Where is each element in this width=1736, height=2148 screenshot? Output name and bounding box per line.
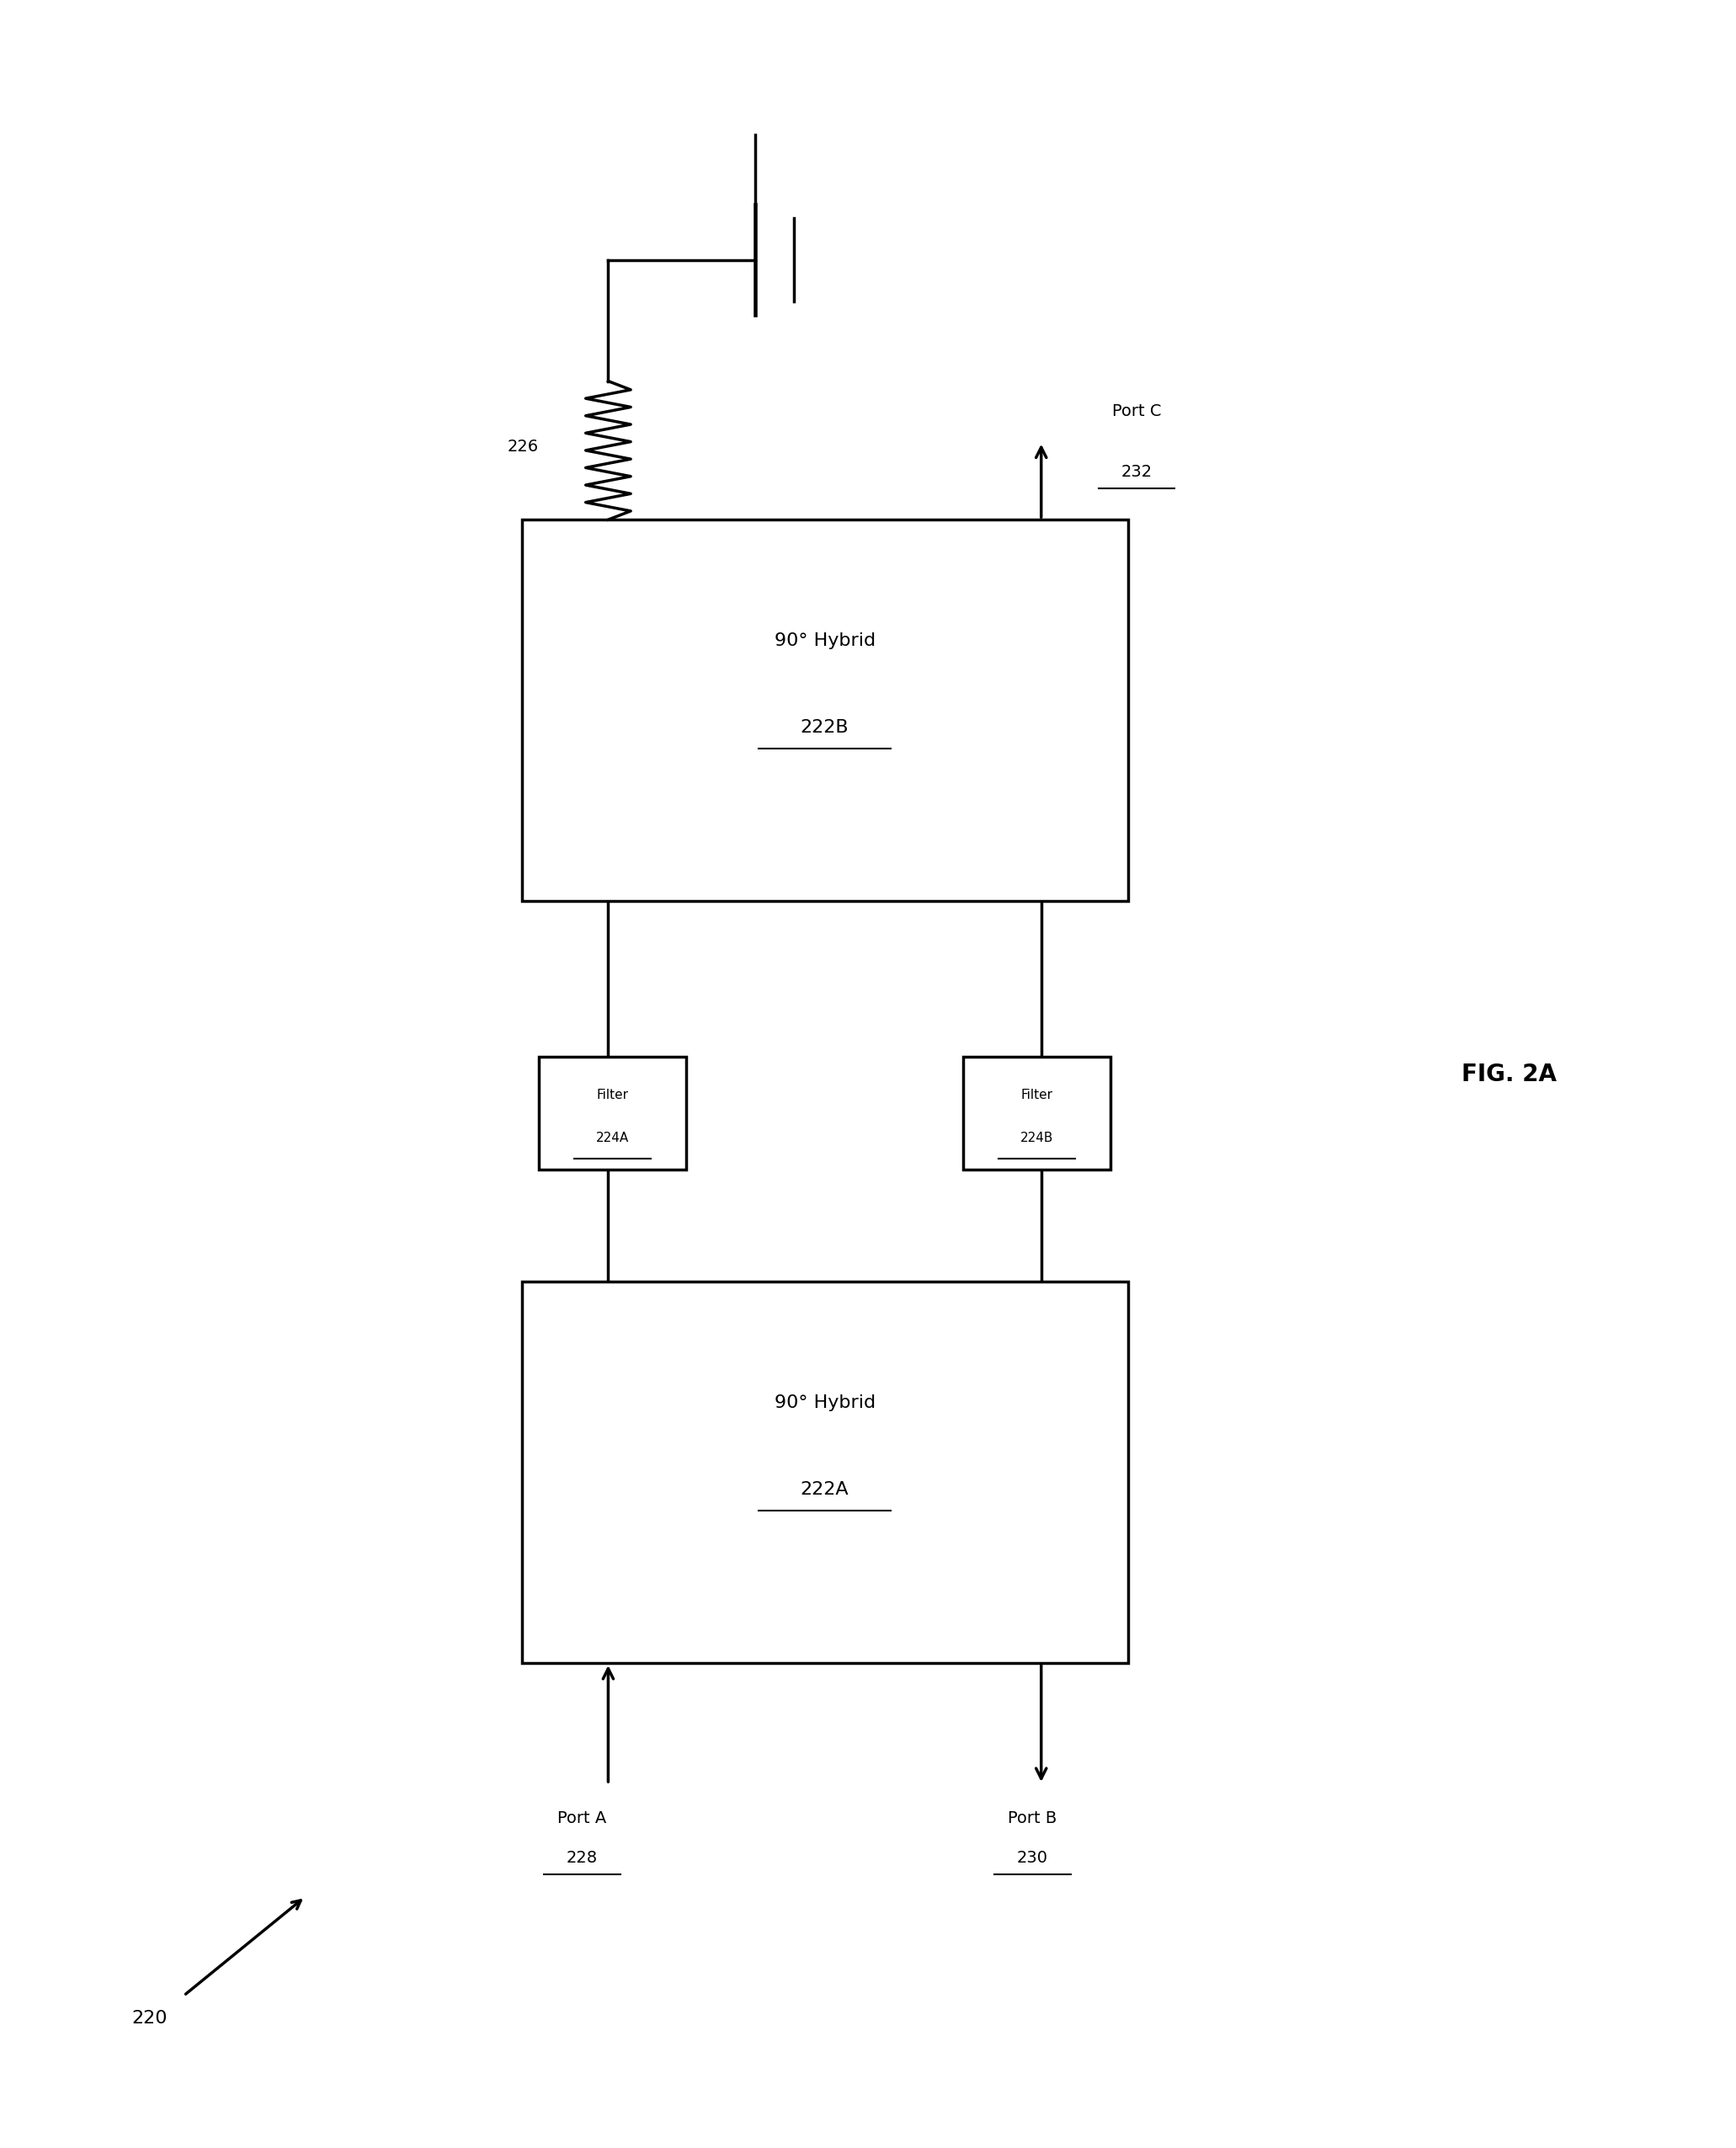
Text: 220: 220 — [132, 2011, 167, 2026]
Text: 230: 230 — [1017, 1849, 1049, 1867]
Text: 90° Hybrid: 90° Hybrid — [774, 1394, 875, 1411]
Text: Port C: Port C — [1111, 404, 1161, 419]
Text: 224B: 224B — [1021, 1132, 1054, 1145]
Text: 222A: 222A — [800, 1482, 849, 1497]
Bar — [538, 1057, 686, 1169]
Text: 90° Hybrid: 90° Hybrid — [774, 632, 875, 649]
Text: 226: 226 — [507, 438, 538, 455]
Text: Filter: Filter — [1021, 1089, 1052, 1102]
Text: 222B: 222B — [800, 720, 849, 737]
Bar — [521, 520, 1128, 900]
Text: Port B: Port B — [1009, 1811, 1057, 1826]
Text: FIG. 2A: FIG. 2A — [1462, 1063, 1557, 1085]
Text: Port A: Port A — [557, 1811, 608, 1826]
Text: 232: 232 — [1121, 464, 1153, 481]
Text: 224A: 224A — [595, 1132, 628, 1145]
Bar — [963, 1057, 1111, 1169]
Text: 228: 228 — [566, 1849, 597, 1867]
Text: Filter: Filter — [597, 1089, 628, 1102]
Bar — [521, 1282, 1128, 1663]
